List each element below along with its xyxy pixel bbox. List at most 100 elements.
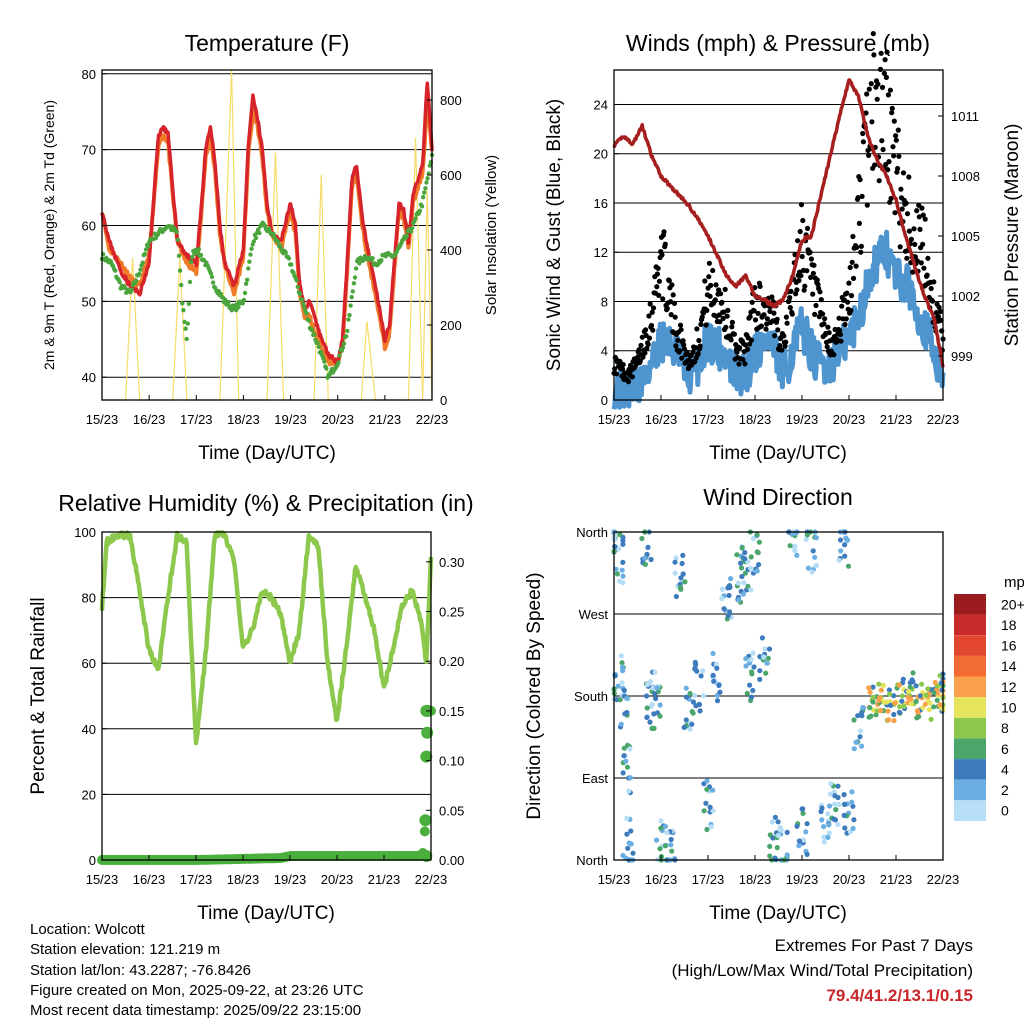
direction-point (836, 557, 842, 563)
gust-point (740, 357, 746, 363)
direction-point (926, 707, 932, 713)
extremes-box: Extremes For Past 7 Days (High/Low/Max W… (672, 933, 973, 1008)
direction-point (914, 708, 921, 714)
direction-point (662, 843, 669, 849)
direction-point (658, 818, 664, 824)
dewpoint-point (183, 326, 188, 331)
gust-point (938, 317, 944, 323)
gust-point (820, 311, 826, 317)
gust-point (724, 313, 730, 319)
direction-point (672, 559, 678, 565)
y-tick-label: 12 (594, 245, 608, 260)
dewpoint-point (344, 334, 349, 339)
gust-point (899, 206, 905, 212)
gust-point (846, 280, 852, 286)
dewpoint-point (408, 229, 414, 234)
dewpoint-point (346, 317, 351, 322)
direction-point (710, 808, 716, 814)
direction-point (716, 682, 722, 689)
gust-point (777, 343, 783, 349)
dewpoint-point (138, 267, 143, 272)
direction-point (624, 764, 631, 770)
gust-point (928, 285, 934, 292)
x-tick-label: 19/23 (786, 412, 819, 427)
gust-point (801, 287, 807, 293)
direction-point (855, 713, 861, 719)
gust-point (660, 296, 666, 302)
direction-point (751, 664, 757, 670)
direction-point (652, 669, 658, 675)
gust-point (914, 258, 920, 264)
direction-point (777, 825, 784, 831)
direction-point (876, 698, 882, 704)
direction-point (619, 664, 626, 670)
direction-point (909, 677, 915, 683)
direction-point (867, 689, 873, 695)
colorbar-label: 10 (1001, 700, 1017, 716)
dewpoint-point (316, 344, 321, 350)
gust-point (884, 49, 890, 55)
dewpoint-point (248, 252, 253, 257)
y-tick-label: 4 (601, 344, 608, 359)
dewpoint-point (315, 340, 320, 346)
direction-point (689, 709, 695, 715)
direction-point (625, 845, 631, 851)
direction-point (888, 702, 894, 709)
gust-point (866, 86, 872, 92)
direction-point (615, 683, 621, 689)
right-tick-label: 0.30 (439, 555, 464, 570)
y-tick-label: North (576, 525, 608, 540)
gust-point (890, 144, 896, 150)
direction-point (701, 808, 707, 814)
colorbar-label: 20+ (1001, 596, 1024, 612)
gust-point (864, 202, 870, 208)
dewpoint-point (349, 294, 354, 300)
dewpoint-point (208, 271, 214, 276)
direction-point (704, 826, 710, 833)
direction-point (826, 822, 832, 828)
gust-point (668, 312, 674, 318)
gust-point (736, 361, 742, 367)
gust-point (675, 337, 681, 343)
gust-point (821, 321, 827, 327)
direction-point (692, 659, 698, 666)
y-tick-label: 40 (82, 722, 96, 737)
direction-point (767, 843, 773, 850)
gust-point (874, 96, 880, 102)
gust-point (650, 305, 657, 311)
pressure-ylabel: Station Pressure (Maroon) (1002, 124, 1023, 347)
gust-point (725, 307, 731, 313)
gust-point (659, 252, 665, 258)
direction-point (669, 848, 675, 854)
gust-point (885, 92, 892, 98)
direction-point (739, 545, 745, 551)
gust-point (922, 216, 928, 222)
direction-point (710, 672, 716, 678)
direction-point (800, 806, 806, 812)
x-tick-label: 15/23 (86, 872, 119, 887)
precip-point (420, 750, 433, 763)
direction-point (757, 654, 763, 660)
info-latlon: Station lat/lon: 43.2287; -76.8426 (30, 961, 252, 979)
colorbar-title: mph (1004, 574, 1024, 591)
direction-point (901, 703, 907, 710)
direction-point (859, 710, 865, 716)
direction-point (819, 817, 825, 823)
direction-point (703, 800, 709, 806)
direction-point (647, 719, 653, 725)
direction-point (812, 554, 818, 560)
dewpoint-point (187, 279, 193, 285)
x-tick-label: 20/23 (833, 872, 866, 887)
direction-point (787, 543, 793, 549)
gust-point (782, 343, 788, 349)
direction-point (804, 851, 810, 858)
gust-point (650, 327, 656, 333)
gust-point (640, 354, 646, 360)
direction-point (756, 539, 763, 545)
direction-point (651, 711, 657, 717)
direction-point (624, 831, 630, 837)
gust-point (720, 315, 726, 321)
gust-point (722, 286, 728, 292)
direction-point (763, 670, 769, 676)
